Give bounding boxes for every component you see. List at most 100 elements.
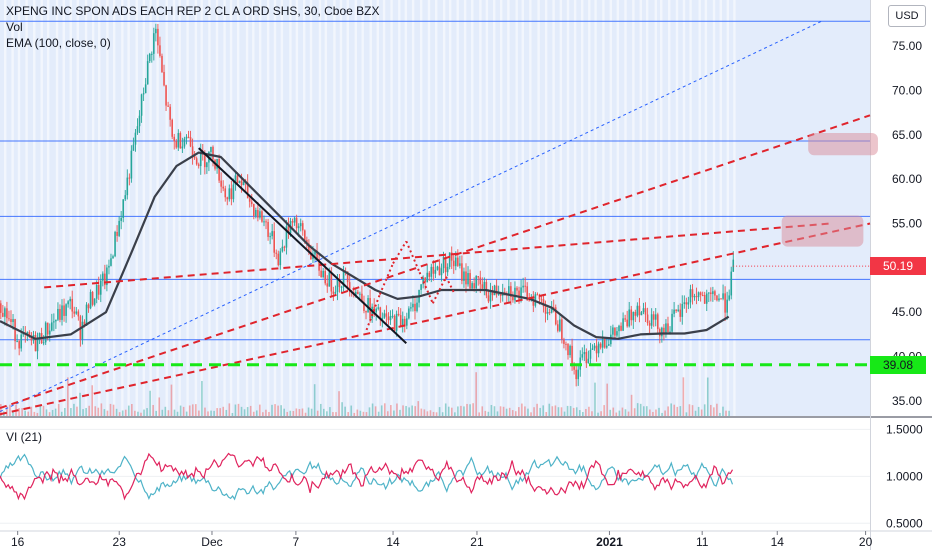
currency-button[interactable]: USD [888,5,926,27]
volume-bar [527,408,529,416]
candle-body [691,289,694,298]
volume-bar [91,385,94,416]
volume-bar [521,403,523,416]
volume-bar [682,377,685,416]
candle-body [142,93,145,95]
volume-bar [182,406,185,416]
volume-bar [76,406,78,416]
volume-bar [9,404,11,416]
candle-body [14,319,16,342]
volume-bar [204,407,206,416]
volume-bar [48,412,51,416]
candle-body [224,188,227,198]
candle-body [559,319,561,331]
session-stripe [215,0,219,416]
volume-bars [0,372,730,416]
session-stripe [361,0,364,416]
candle-body [595,345,598,354]
session-stripe [339,0,343,416]
session-stripe [186,0,189,416]
volume-bar [402,405,404,416]
candle-body [357,291,359,295]
candle-body [222,186,224,189]
candle-body [499,294,502,296]
session-stripe [376,0,380,416]
candle-body [187,136,190,138]
session-stripe [559,0,563,416]
volume-bar [441,412,444,416]
candle-body [477,276,480,278]
volume-bar [591,411,593,416]
volume-bar [121,410,124,416]
candle-body [561,319,563,340]
red-dashed-trendline-lower [0,222,871,416]
session-stripe [639,0,642,416]
session-stripe [404,0,408,416]
volume-bar [652,411,654,416]
time-axis-tick: 2021 [596,535,623,549]
volume-bar [554,405,557,416]
candle-body [124,195,127,200]
candle-body [338,279,341,287]
session-stripe [33,0,36,416]
candle-body [459,263,461,266]
session-stripe [456,0,459,416]
candle-body [293,217,296,223]
volume-bar [307,407,310,416]
volume-bar [240,406,243,416]
session-stripe [645,0,649,416]
target-box-lower [781,215,864,247]
volume-bar [524,406,526,416]
candle-body [454,257,457,267]
session-stripe [719,0,722,416]
red-dotted-pattern [392,240,408,264]
candle-body [263,221,265,223]
session-stripe [333,0,336,416]
volume-bar [508,407,511,416]
candle-body [467,273,469,285]
volume-bar [679,406,682,416]
candle-body [446,266,449,273]
vi-axis-tick: 1.0000 [886,469,923,483]
volume-bar [124,409,127,416]
candle-body [410,307,412,309]
candle-body [279,251,282,266]
horizontal-levels[interactable] [0,20,870,341]
candle-body [479,277,482,285]
trend-drawings[interactable] [0,20,878,416]
candle-body [426,272,429,283]
candle-body [557,324,559,331]
volume-bar [484,410,487,416]
ema-100-line [0,151,730,340]
volume-bar [646,406,648,416]
volume-bar [582,412,584,416]
time-axis-tick: 11 [696,535,709,549]
candle-body [51,322,53,331]
volume-bar [371,403,374,416]
volume-bar [496,411,499,416]
candle-body [438,266,441,276]
volume-bar [530,412,532,416]
candle-body [710,292,712,295]
volume-bar [176,411,179,416]
session-stripe [660,0,663,416]
candle-body [714,291,716,296]
session-stripe [172,0,176,416]
volume-bar [575,407,578,416]
candle-body [57,308,59,320]
session-stripe [98,0,101,416]
candle-body [185,136,188,139]
candle-body [234,175,237,185]
last-price-label: 50.19 [870,257,926,276]
candle-body [599,343,602,348]
candle-body [87,304,90,309]
candle-body [663,327,665,334]
candle-body [542,299,545,307]
candle-body [616,331,618,336]
volume-bar [420,408,423,416]
volume-bar [112,404,115,416]
session-stripe [632,0,635,416]
candle-body [91,291,94,305]
candle-body [483,281,486,289]
